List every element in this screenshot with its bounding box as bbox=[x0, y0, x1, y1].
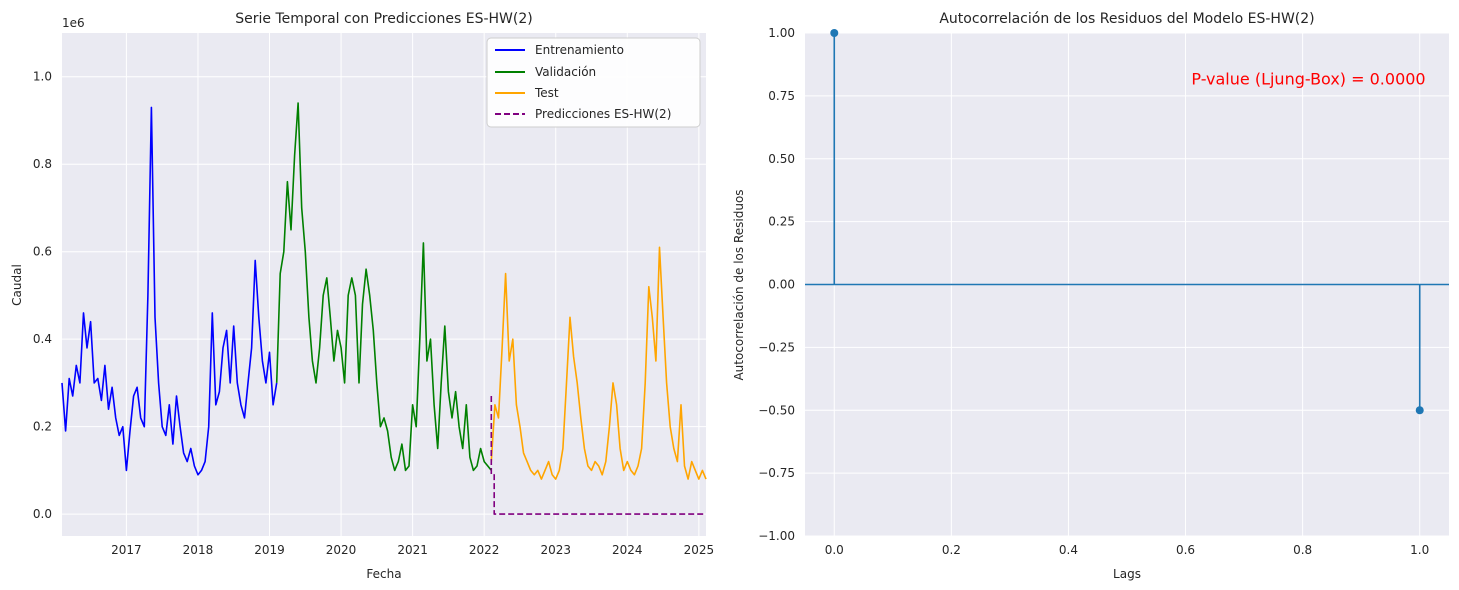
right-x-tick-label: 0.8 bbox=[1293, 543, 1312, 557]
right-y-tick-label: 0.50 bbox=[768, 152, 795, 166]
right-y-tick-label: 0.25 bbox=[768, 215, 795, 229]
left-y-tick-label: 0.6 bbox=[33, 245, 52, 259]
right-chart-title: Autocorrelación de los Residuos del Mode… bbox=[939, 11, 1314, 27]
left-chart-title: Serie Temporal con Predicciones ES-HW(2) bbox=[235, 11, 532, 27]
left-x-tick-label: 2024 bbox=[612, 543, 643, 557]
right-grid bbox=[805, 32, 1449, 537]
left-series-line-2 bbox=[490, 246, 707, 480]
stem-marker-0 bbox=[830, 29, 839, 37]
right-y-tick-label: −1.00 bbox=[758, 529, 795, 543]
right-y-tick-label: −0.50 bbox=[758, 403, 795, 417]
left-y-tick-label: 1.0 bbox=[33, 70, 52, 84]
left-y-tick-label: 0.2 bbox=[33, 420, 52, 434]
right-x-ticks: 0.0 0.2 0.4 0.6 0.8 1.0 bbox=[825, 543, 1430, 557]
left-y-tick-label: 0.8 bbox=[33, 157, 52, 171]
left-x-tick-label: 2020 bbox=[326, 543, 357, 557]
right-y-tick-label: 1.00 bbox=[768, 26, 795, 40]
left-x-tick-label: 2021 bbox=[397, 543, 428, 557]
right-y-tick-label: 0.00 bbox=[768, 278, 795, 292]
left-y-axis-label: Caudal bbox=[10, 264, 24, 306]
left-series-line-1 bbox=[275, 102, 492, 472]
left-series-line-3 bbox=[490, 396, 706, 515]
stem-marker-1 bbox=[1415, 406, 1424, 415]
legend-label-validacion: Validación bbox=[535, 65, 596, 79]
right-y-tick-label: −0.75 bbox=[758, 466, 795, 480]
chart-left: 2017 2018 2019 2020 2021 2022 2023 2024 2025 0.0… bbox=[10, 11, 714, 581]
left-x-tick-label: 2022 bbox=[469, 543, 500, 557]
left-x-tick-label: 2018 bbox=[183, 543, 214, 557]
legend-label-predicciones: Predicciones ES-HW(2) bbox=[535, 107, 671, 121]
legend: Entrenamiento Validación Test Prediccion… bbox=[486, 37, 701, 128]
left-x-tick-label: 2017 bbox=[111, 543, 142, 557]
ljung-box-annotation: P-value (Ljung-Box) = 0.0000 bbox=[1191, 69, 1425, 88]
right-x-axis-label: Lags bbox=[1113, 567, 1141, 581]
chart-right: 0.0 0.2 0.4 0.6 0.8 1.0 1.00 0.75 0.50 0.25 0.00 −… bbox=[732, 11, 1449, 581]
right-x-tick-label: 1.0 bbox=[1410, 543, 1429, 557]
left-y-offset-text: 1e6 bbox=[62, 16, 85, 30]
left-y-tick-label: 0.0 bbox=[33, 507, 52, 521]
right-y-tick-label: −0.25 bbox=[758, 340, 795, 354]
right-x-tick-label: 0.6 bbox=[1176, 543, 1195, 557]
left-series-line-0 bbox=[61, 106, 278, 476]
right-y-ticks: 1.00 0.75 0.50 0.25 0.00 −0.25 −0.50 −0.75 −1.00 bbox=[758, 26, 795, 543]
left-y-ticks: 0.0 0.2 0.4 0.6 0.8 1.0 bbox=[33, 70, 52, 521]
right-y-tick-label: 0.75 bbox=[768, 89, 795, 103]
left-x-ticks: 2017 2018 2019 2020 2021 2022 2023 2024 2025 bbox=[111, 543, 714, 557]
legend-label-test: Test bbox=[534, 86, 559, 100]
left-x-axis-label: Fecha bbox=[366, 567, 401, 581]
right-stems bbox=[805, 29, 1449, 415]
legend-box bbox=[486, 37, 701, 128]
left-x-tick-label: 2019 bbox=[254, 543, 285, 557]
left-x-tick-label: 2023 bbox=[540, 543, 571, 557]
left-series bbox=[61, 102, 707, 515]
left-y-tick-label: 0.4 bbox=[33, 332, 52, 346]
right-y-axis-label: Autocorrelación de los Residuos bbox=[732, 189, 746, 380]
right-x-tick-label: 0.0 bbox=[825, 543, 844, 557]
right-x-tick-label: 0.4 bbox=[1059, 543, 1078, 557]
legend-label-entrenamiento: Entrenamiento bbox=[535, 43, 624, 57]
right-x-tick-label: 0.2 bbox=[942, 543, 961, 557]
left-x-tick-label: 2025 bbox=[684, 543, 715, 557]
